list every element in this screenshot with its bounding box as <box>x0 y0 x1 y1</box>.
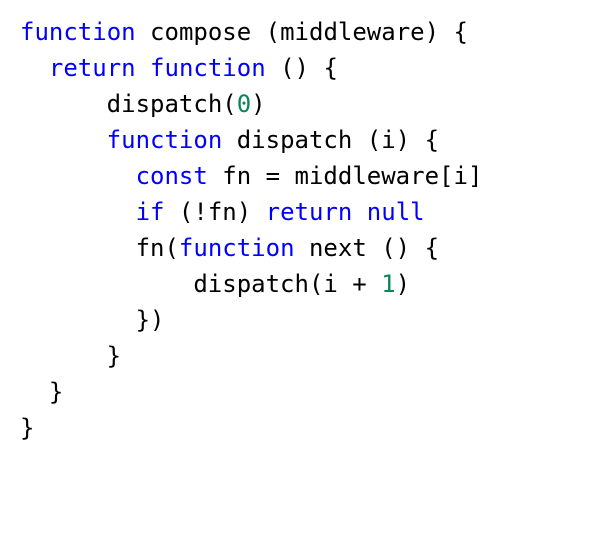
space-token <box>367 270 381 298</box>
keyword-token: function <box>150 54 266 82</box>
punct-token: ( <box>179 198 193 226</box>
punct-token: ) <box>251 90 265 118</box>
punct-token: ( <box>222 90 236 118</box>
ident-token: dispatch <box>237 126 353 154</box>
punct-token: ! <box>193 198 207 226</box>
space-token <box>295 234 309 262</box>
space-token <box>251 198 265 226</box>
space-token <box>410 234 424 262</box>
ident-token: fn <box>222 162 251 190</box>
code-block: function compose (middleware) {return fu… <box>0 0 600 460</box>
ident-token: next <box>309 234 367 262</box>
space-token <box>164 198 178 226</box>
punct-token: { <box>425 126 439 154</box>
code-line: } <box>20 374 580 410</box>
punct-token: } <box>107 342 121 370</box>
code-line: function dispatch (i) { <box>20 122 580 158</box>
space-token <box>439 18 453 46</box>
code-line: dispatch(i + 1) <box>20 266 580 302</box>
code-line: const fn = middleware[i] <box>20 158 580 194</box>
punct-token: ) <box>237 198 251 226</box>
punct-token: ) <box>425 18 439 46</box>
space-token <box>222 126 236 154</box>
punct-token: ( <box>309 270 323 298</box>
keyword-token: function <box>20 18 136 46</box>
punct-token: } <box>49 378 63 406</box>
keyword-token: function <box>107 126 223 154</box>
punct-token: ( <box>367 126 381 154</box>
punct-token: () <box>381 234 410 262</box>
space-token <box>266 54 280 82</box>
punct-token: + <box>352 270 366 298</box>
ident-token: middleware <box>295 162 440 190</box>
punct-token: = <box>266 162 280 190</box>
keyword-token: function <box>179 234 295 262</box>
ident-token: compose <box>150 18 251 46</box>
ident-token: dispatch <box>193 270 309 298</box>
ident-token: dispatch <box>107 90 223 118</box>
ident-token: fn <box>136 234 165 262</box>
punct-token: ( <box>266 18 280 46</box>
keyword-token: return <box>266 198 353 226</box>
code-line: } <box>20 338 580 374</box>
punct-token: [ <box>439 162 453 190</box>
code-line: if (!fn) return null <box>20 194 580 230</box>
code-line: fn(function next () { <box>20 230 580 266</box>
punct-token: ) <box>396 126 410 154</box>
code-line: function compose (middleware) { <box>20 14 580 50</box>
space-token <box>136 54 150 82</box>
code-line: return function () { <box>20 50 580 86</box>
space-token <box>352 126 366 154</box>
ident-token: fn <box>208 198 237 226</box>
ident-token: i <box>381 126 395 154</box>
code-line: dispatch(0) <box>20 86 580 122</box>
space-token <box>367 234 381 262</box>
punct-token: () <box>280 54 309 82</box>
space-token <box>251 162 265 190</box>
keyword-token: return <box>49 54 136 82</box>
punct-token: ) <box>396 270 410 298</box>
space-token <box>309 54 323 82</box>
ident-token: middleware <box>280 18 425 46</box>
space-token <box>338 270 352 298</box>
space-token <box>136 18 150 46</box>
punct-token: ] <box>468 162 482 190</box>
code-line: }) <box>20 302 580 338</box>
ident-token: i <box>323 270 337 298</box>
punct-token: ( <box>164 234 178 262</box>
keyword-token: if <box>136 198 165 226</box>
ident-token: i <box>453 162 467 190</box>
punct-token: { <box>323 54 337 82</box>
space-token <box>280 162 294 190</box>
space-token <box>251 18 265 46</box>
space-token <box>208 162 222 190</box>
space-token <box>352 198 366 226</box>
punct-token: } <box>20 414 34 442</box>
punct-token: { <box>454 18 468 46</box>
punct-token: { <box>425 234 439 262</box>
code-line: } <box>20 410 580 446</box>
keyword-token: null <box>367 198 425 226</box>
number-token: 0 <box>237 90 251 118</box>
number-token: 1 <box>381 270 395 298</box>
punct-token: }) <box>136 306 165 334</box>
keyword-token: const <box>136 162 208 190</box>
space-token <box>410 126 424 154</box>
